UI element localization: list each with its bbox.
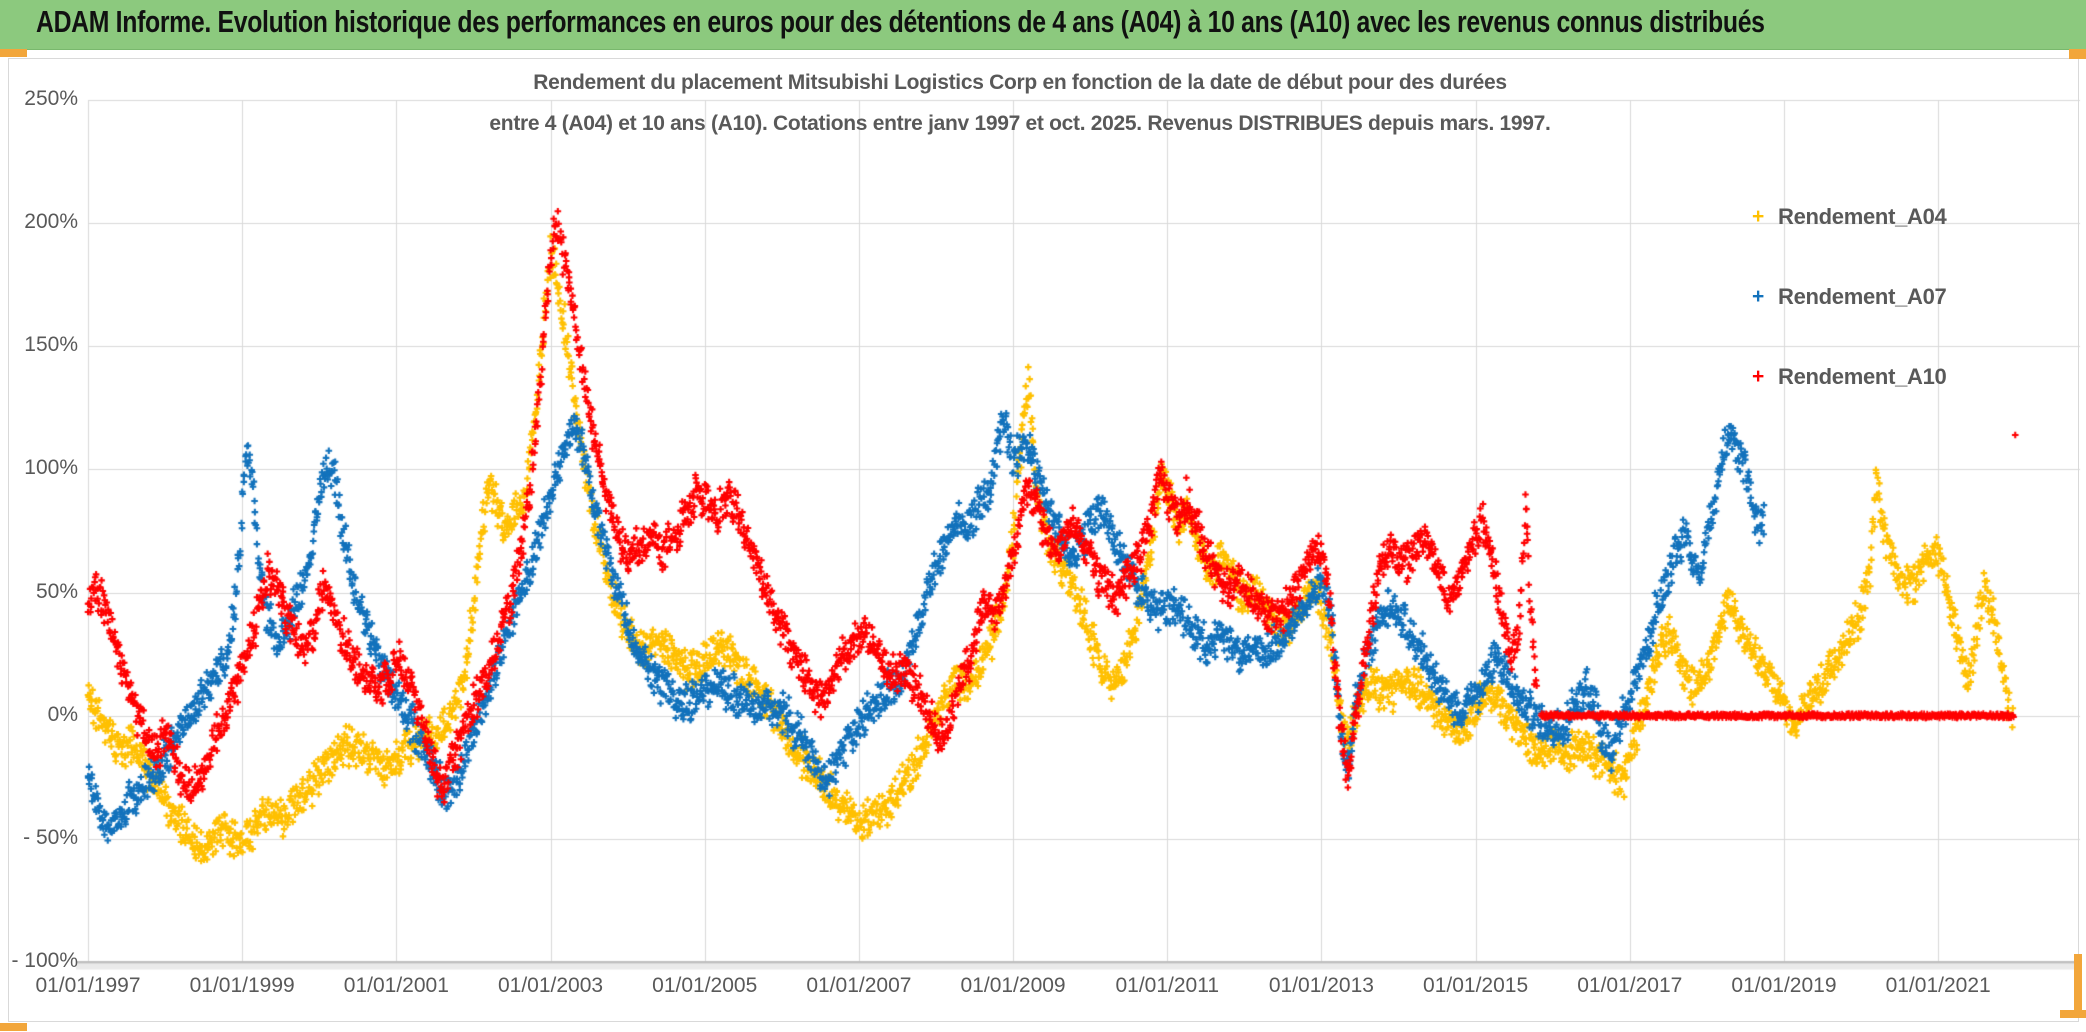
x-tick-label: 01/01/2019 <box>1731 974 1837 997</box>
x-tick-label: 01/01/1999 <box>189 974 295 997</box>
legend-item-label: Rendement_A07 <box>1778 284 1947 309</box>
corner-tab-top-right <box>2069 49 2086 59</box>
y-tick-label: - 100% <box>11 949 78 972</box>
x-tick-label: 01/01/2013 <box>1268 974 1374 997</box>
legend-item-a07[interactable]: + Rendement_A07 <box>1752 284 2072 310</box>
y-tick-label: 100% <box>24 456 78 480</box>
x-tick-label: 01/01/2003 <box>497 974 604 997</box>
y-tick-label: - 50% <box>23 825 78 849</box>
y-tick-label: 150% <box>24 333 78 357</box>
x-tick-label: 01/01/2011 <box>1115 974 1220 997</box>
x-tick-label: 01/01/2005 <box>652 974 758 997</box>
chart-title-line1: Rendement du placement Mitsubishi Logist… <box>533 71 1507 94</box>
x-tick-label: 01/01/2001 <box>343 974 449 997</box>
legend[interactable]: + Rendement_A04 + Rendement_A07 + Rendem… <box>1752 204 2072 444</box>
corner-tab-top-left <box>0 49 27 57</box>
corner-tab-bottom-left <box>0 1023 27 1031</box>
chart-frame[interactable] <box>8 58 2079 1022</box>
header-title: ADAM Informe. Evolution historique des p… <box>36 4 1765 39</box>
y-tick-label: 200% <box>24 210 78 234</box>
x-tick-label: 01/01/2017 <box>1577 974 1683 997</box>
x-tick-label: 01/01/2009 <box>960 974 1066 997</box>
x-tick-label: 01/01/2007 <box>806 974 912 997</box>
y-tick-label: 0% <box>47 702 78 726</box>
chart-title[interactable]: Rendement du placement Mitsubishi Logist… <box>40 62 2000 144</box>
plus-marker-icon: + <box>1752 205 1765 228</box>
y-tick-label: 250% <box>24 87 78 110</box>
plus-marker-icon: + <box>1752 285 1765 308</box>
x-tick-label: 01/01/2021 <box>1885 974 1991 997</box>
legend-item-label: Rendement_A04 <box>1778 204 1947 229</box>
bracket-horizontal-bar <box>2060 1010 2086 1018</box>
chart-title-line2: entre 4 (A04) et 10 ans (A10). Cotations… <box>489 112 1551 135</box>
y-tick-label: 50% <box>35 579 78 603</box>
legend-item-a04[interactable]: + Rendement_A04 <box>1752 204 2072 230</box>
bracket-vertical-bar <box>2074 954 2082 1018</box>
legend-item-a10[interactable]: + Rendement_A10 <box>1752 364 2072 390</box>
x-tick-label: 01/01/2015 <box>1423 974 1529 997</box>
header-bar[interactable]: ADAM Informe. Evolution historique des p… <box>0 0 2086 50</box>
x-tick-label: 01/01/1997 <box>35 974 141 997</box>
plus-marker-icon: + <box>1752 365 1765 388</box>
legend-item-label: Rendement_A10 <box>1778 364 1947 389</box>
